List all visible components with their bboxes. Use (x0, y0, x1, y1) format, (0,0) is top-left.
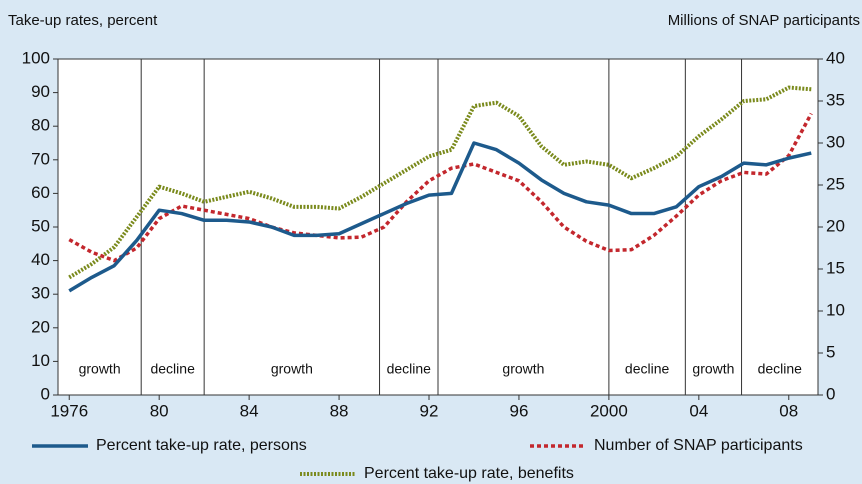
series-line (68, 112, 813, 263)
y2-axis-label: Millions of SNAP participants (668, 12, 860, 29)
y2-tick-label: 30 (826, 132, 845, 151)
y-tick-label: 90 (31, 82, 50, 101)
x-tick-label: 84 (240, 401, 259, 420)
period-label: growth (502, 361, 544, 377)
y2-tick-label: 25 (826, 174, 845, 193)
legend-label: Percent take-up rate, benefits (364, 465, 574, 482)
period-label: growth (692, 361, 734, 377)
x-tick-label: 96 (509, 401, 528, 420)
y-tick-label: 100 (22, 48, 50, 67)
y-tick-label: 10 (31, 351, 50, 370)
y-axis-label: Take-up rates, percent (8, 12, 158, 29)
period-label: decline (625, 361, 670, 377)
y2-tick-label: 0 (826, 384, 835, 403)
y-tick-label: 50 (31, 216, 50, 235)
y-tick-label: 40 (31, 250, 50, 269)
period-label: decline (758, 361, 803, 377)
y2-tick-label: 40 (826, 48, 845, 67)
y-tick-label: 30 (31, 284, 50, 303)
series-line (68, 85, 812, 280)
y2-tick-label: 20 (826, 216, 845, 235)
y2-tick-label: 10 (826, 300, 845, 319)
x-tick-label: 80 (150, 401, 169, 420)
period-label: decline (150, 361, 195, 377)
y-tick-label: 20 (31, 317, 50, 336)
x-tick-label: 88 (330, 401, 349, 420)
legend-label: Number of SNAP participants (594, 437, 803, 454)
period-label: growth (271, 361, 313, 377)
x-tick-label: 92 (420, 401, 439, 420)
series-line (68, 141, 812, 293)
y-tick-label: 70 (31, 149, 50, 168)
y2-tick-label: 5 (826, 342, 835, 361)
y-tick-label: 60 (31, 183, 50, 202)
x-tick-label: 08 (779, 401, 798, 420)
x-tick-label: 04 (689, 401, 708, 420)
period-label: growth (79, 361, 121, 377)
x-tick-label: 1976 (50, 401, 88, 420)
x-tick-label: 2000 (590, 401, 628, 420)
y-tick-label: 0 (41, 384, 50, 403)
y2-tick-label: 15 (826, 258, 845, 277)
y2-tick-label: 35 (826, 90, 845, 109)
period-label: decline (387, 361, 432, 377)
legend-label: Percent take-up rate, persons (96, 437, 307, 454)
y-tick-label: 80 (31, 116, 50, 135)
